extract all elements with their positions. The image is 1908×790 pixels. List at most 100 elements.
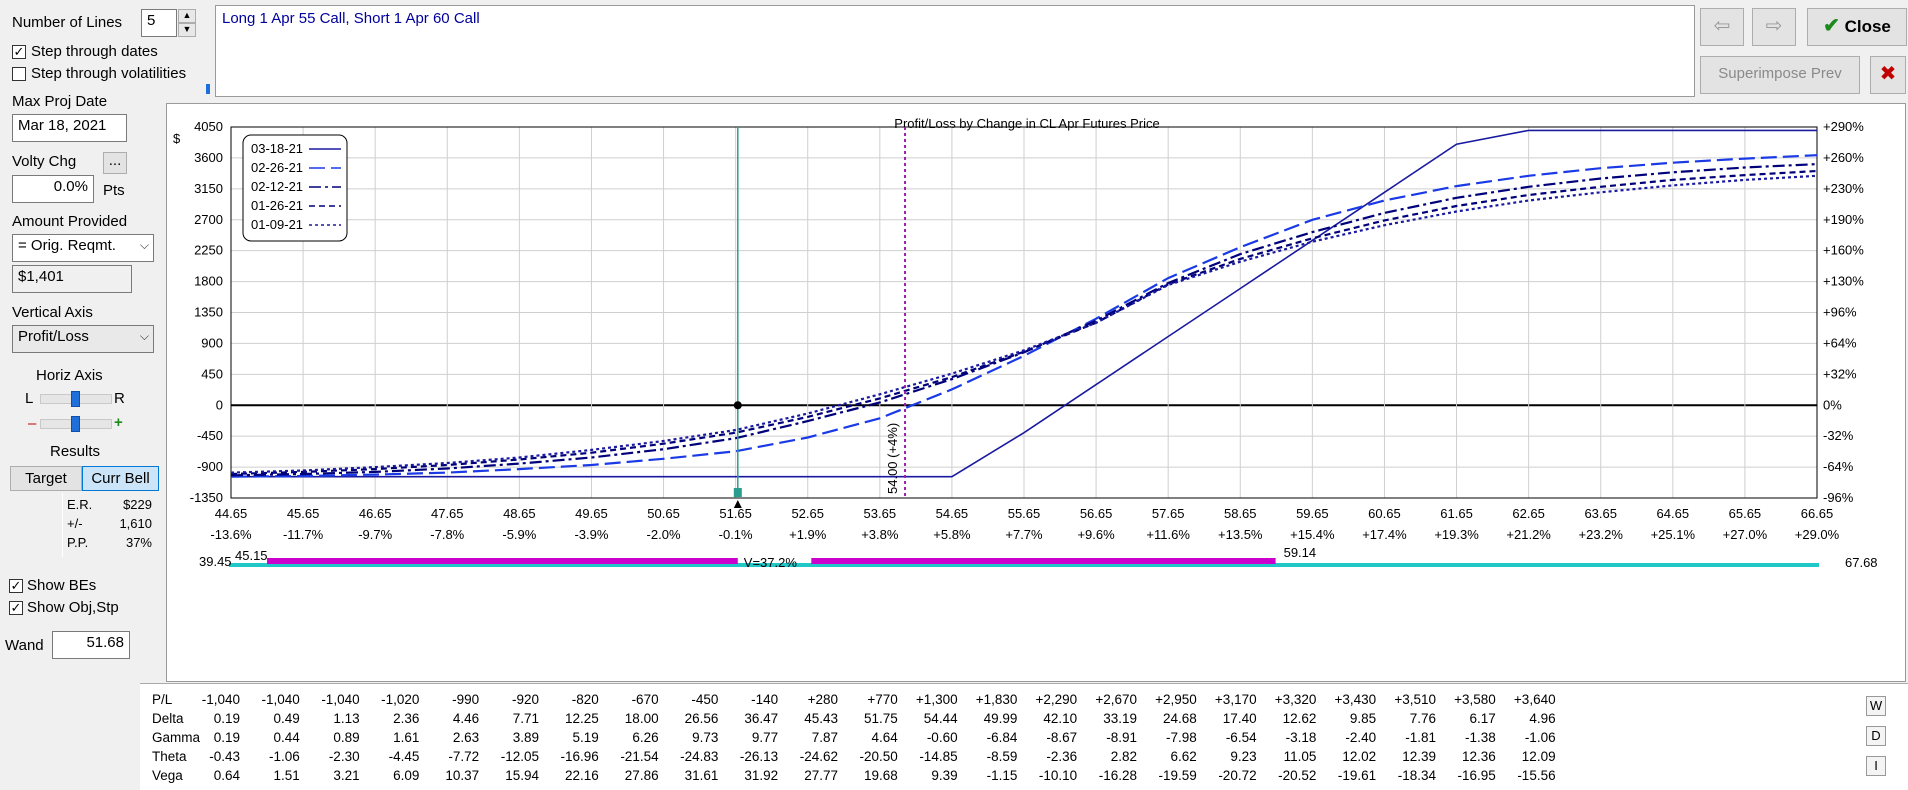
amount-provided-value: = Orig. Reqmt. — [18, 237, 116, 254]
greeks-cell: 12.02 — [1342, 749, 1377, 764]
x-pct-tick-label: +1.9% — [789, 527, 827, 542]
cancel-button[interactable]: ✖ — [1870, 56, 1906, 94]
y-tick-labels: 4050 3600 3150 2700 2250 1800 1350 900 450 0 -450 -… — [190, 119, 1865, 505]
x-pct-tick-label: -0.1% — [719, 527, 753, 542]
x-tick-label: 50.65 — [647, 506, 680, 521]
series-lines — [230, 129, 1818, 478]
greeks-cell: 33.19 — [1103, 711, 1137, 726]
greeks-cell: -16.96 — [560, 749, 599, 764]
greeks-cell: 24.68 — [1163, 711, 1197, 726]
greeks-cell: -10.10 — [1038, 768, 1078, 783]
target-button[interactable]: Target — [10, 466, 82, 491]
step-vol-checkbox[interactable] — [12, 67, 26, 81]
x-pct-tick-label: +21.2% — [1506, 527, 1551, 542]
x-tick-label: 48.65 — [503, 506, 536, 521]
number-of-lines-input[interactable]: 5 — [141, 9, 177, 37]
curr-bell-button[interactable]: Curr Bell — [82, 466, 159, 491]
step-dates-label: Step through dates — [31, 43, 158, 60]
y-tick-label: -1350 — [190, 490, 223, 505]
greeks-cell: 9.39 — [931, 768, 958, 783]
greeks-cell: -20.50 — [859, 749, 898, 764]
greeks-cell: +770 — [867, 692, 898, 707]
max-proj-date-input[interactable]: Mar 18, 2021 — [12, 114, 127, 142]
y2-tick-label: +64% — [1823, 335, 1857, 350]
greeks-side-button-i[interactable]: I — [1866, 756, 1886, 776]
horiz-r-label: R — [114, 390, 125, 407]
vertical-axis-select[interactable]: Profit/Loss ⌵ — [12, 325, 154, 353]
superimpose-prev-button[interactable]: Superimpose Prev — [1700, 56, 1860, 94]
resize-handle[interactable] — [188, 84, 214, 96]
forward-button[interactable]: ⇨ — [1752, 8, 1796, 46]
y2-tick-label: +190% — [1823, 212, 1864, 227]
greeks-row-label: Theta — [152, 749, 187, 764]
wand-input[interactable]: 51.68 — [52, 631, 130, 659]
y-tick-label: -900 — [197, 459, 223, 474]
greeks-cell: -7.98 — [1166, 730, 1197, 745]
greeks-cell: +2,670 — [1095, 692, 1137, 707]
greeks-cell: -0.43 — [209, 749, 240, 764]
greeks-cell: 51.75 — [864, 711, 898, 726]
greeks-cell: 6.62 — [1170, 749, 1197, 764]
greeks-cell: 54.44 — [923, 711, 958, 726]
greeks-cell: -1.15 — [986, 768, 1018, 783]
show-bes-label: Show BEs — [27, 577, 97, 594]
greeks-cell: -20.52 — [1278, 768, 1317, 783]
number-of-lines-label: Number of Lines — [12, 14, 123, 31]
x-pct-tick-label: +5.8% — [933, 527, 971, 542]
greeks-cell: 17.40 — [1222, 711, 1257, 726]
vertical-axis-value: Profit/Loss — [18, 328, 89, 345]
target-label: 54.00 (+4%) — [885, 423, 900, 494]
horiz-pan-slider-thumb[interactable] — [71, 391, 80, 407]
show-bes-checkbox[interactable]: ✓ — [9, 578, 23, 593]
back-button[interactable]: ⇦ — [1700, 8, 1744, 46]
greeks-cell: -19.59 — [1158, 768, 1197, 783]
volty-chg-button[interactable]: ... — [103, 152, 127, 174]
greeks-cell: -0.60 — [926, 730, 958, 745]
amount-provided-select[interactable]: = Orig. Reqmt. ⌵ — [12, 234, 154, 262]
greeks-cell: 1.61 — [393, 730, 420, 745]
y2-tick-label: -96% — [1823, 490, 1854, 505]
close-button[interactable]: ✔ Close — [1807, 8, 1907, 46]
greeks-cell: -1,040 — [261, 692, 300, 707]
greeks-cell: 7.71 — [512, 711, 539, 726]
greeks-cell: +2,290 — [1035, 692, 1078, 707]
greeks-cell: 9.73 — [692, 730, 719, 745]
greeks-row-label: Vega — [152, 768, 183, 783]
volty-chg-input[interactable]: 0.0% — [12, 175, 94, 203]
greeks-cell: 19.68 — [864, 768, 898, 783]
x-tick-label: 58.65 — [1224, 506, 1257, 521]
results-label: Results — [50, 443, 101, 460]
y-tick-label: 3150 — [194, 181, 223, 196]
x-tick-label: 59.65 — [1296, 506, 1329, 521]
y2-tick-label: -32% — [1823, 428, 1854, 443]
x-pct-tick-label: -7.8% — [430, 527, 464, 542]
profit-loss-chart[interactable]: Profit/Loss by Change in CL Apr Futures … — [166, 103, 1906, 682]
spin-down-button[interactable]: ▼ — [178, 23, 196, 37]
greeks-side-button-w[interactable]: W — [1866, 696, 1886, 716]
x-tick-label: 45.65 — [287, 506, 320, 521]
x-pct-tick-label: +29.0% — [1795, 527, 1840, 542]
zoom-plus-label: + — [114, 414, 123, 431]
greeks-cell: -1.38 — [1465, 730, 1496, 745]
y-tick-label: 2250 — [194, 243, 223, 258]
greeks-cell: +280 — [807, 692, 838, 707]
greeks-row-label: Gamma — [152, 730, 201, 745]
x-tick-label: 64.65 — [1657, 506, 1690, 521]
bar-left-label: 39.45 — [199, 554, 232, 569]
greeks-cell: 3.21 — [333, 768, 360, 783]
horiz-zoom-slider-thumb[interactable] — [71, 416, 80, 432]
greeks-cell: -2.36 — [1046, 749, 1078, 764]
bar-end-label: 67.68 — [1845, 555, 1878, 570]
y2-tick-label: -64% — [1823, 459, 1854, 474]
x-tick-label: 44.65 — [215, 506, 248, 521]
greeks-cell: -3.18 — [1285, 730, 1317, 745]
spin-up-button[interactable]: ▲ — [178, 9, 196, 23]
step-dates-checkbox[interactable]: ✓ — [12, 44, 26, 59]
show-obj-label: Show Obj,Stp — [27, 599, 119, 616]
bar-right-label: 59.14 — [1284, 545, 1317, 560]
position-description-box[interactable]: Long 1 Apr 55 Call, Short 1 Apr 60 Call — [215, 5, 1695, 97]
greeks-side-button-d[interactable]: D — [1866, 726, 1886, 746]
show-obj-checkbox[interactable]: ✓ — [9, 600, 23, 615]
greeks-cell: 12.25 — [565, 711, 599, 726]
legend-label: 02-12-21 — [251, 179, 303, 194]
